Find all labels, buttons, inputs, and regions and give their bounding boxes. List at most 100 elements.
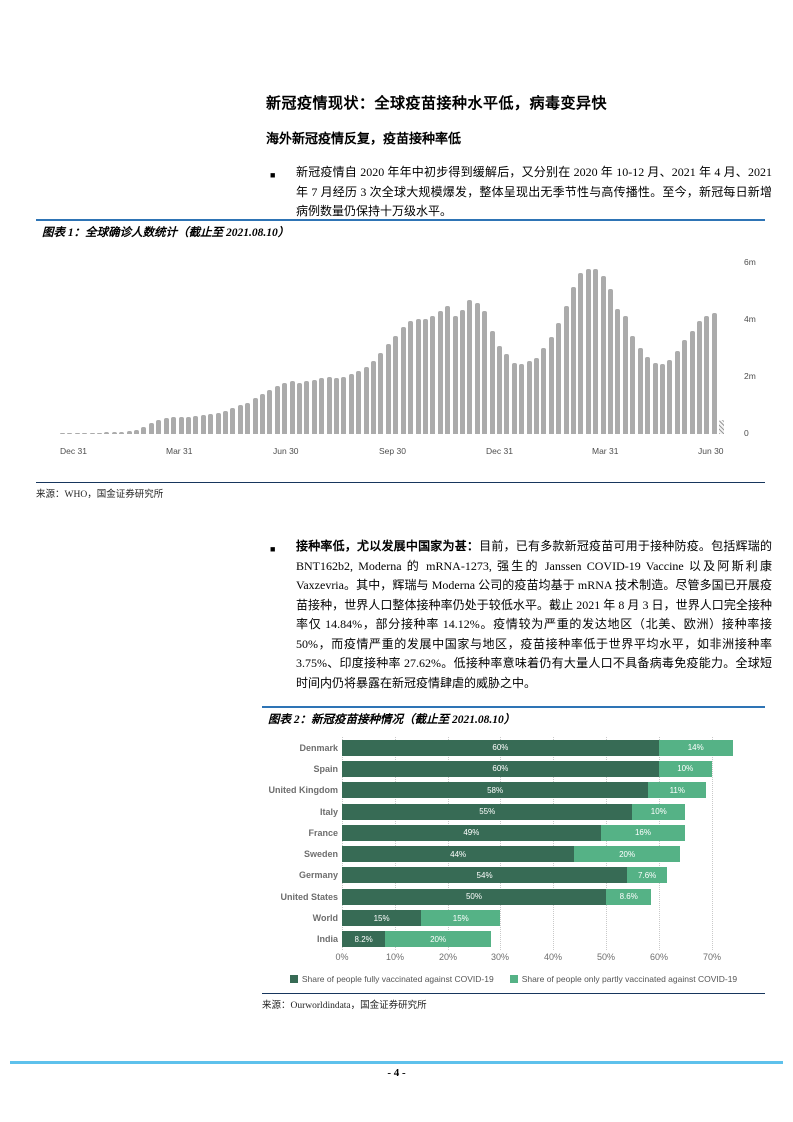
chart2-value-label: 10%: [650, 807, 667, 817]
chart1-ylabels: 0 2m 4m 6m: [736, 244, 765, 438]
chart2-bar-segment: 10%: [632, 803, 686, 820]
chart2-x-tick: 40%: [543, 952, 563, 962]
chart1-bar: [215, 413, 221, 434]
chart1-bar: [60, 433, 65, 434]
chart1-bar: [674, 351, 680, 434]
chart2-bar-segment: 15%: [421, 910, 501, 927]
chart1-bar: [652, 363, 658, 434]
chart2-value-label: 15%: [373, 913, 390, 923]
chart1-bar: [585, 269, 591, 434]
chart1-bar: [311, 380, 317, 434]
chart2-bar-segment: 7.6%: [627, 867, 668, 884]
chart1-bar: [148, 423, 154, 434]
chart1-bar: [111, 432, 117, 434]
chart2-bar: 60% 10%: [342, 760, 712, 777]
chart2-category-label: Sweden: [303, 849, 338, 860]
figure-2-source: 来源：Ourworldindata，国金证券研究所: [262, 993, 765, 1011]
chart1-bar: [326, 377, 332, 434]
chart2-bar-segment: 11%: [648, 782, 707, 799]
chart1-x-tick: Dec 31: [486, 446, 513, 456]
chart1-bar: [245, 403, 251, 434]
chart1-x-tick: Dec 31: [60, 446, 87, 456]
chart2-value-label: 58%: [487, 785, 504, 795]
chart2-bar-segment: 8.2%: [342, 931, 386, 948]
chart1-bar: [297, 383, 302, 434]
chart1-bar: [600, 276, 606, 434]
chart1-bar: [482, 311, 488, 434]
chart1-bar: [385, 344, 391, 434]
chart1-bar: [200, 415, 206, 434]
chart1-bar: [252, 398, 258, 434]
chart2-bar-segment: 58%: [342, 782, 649, 799]
chart1-bar: [67, 433, 73, 434]
chart2-bar: 60% 14%: [342, 739, 733, 756]
chart1-bar: [193, 416, 199, 434]
chart2-x-tick: 60%: [649, 952, 669, 962]
chart2-row: Italy 55% 10%: [262, 801, 765, 822]
chart2-value-label: 15%: [452, 913, 469, 923]
chart2-row: Spain 60% 10%: [262, 758, 765, 779]
chart1-bar: [622, 316, 628, 434]
chart2-value-label: 20%: [619, 849, 636, 859]
chart2-row: United Kingdom 58% 11%: [262, 780, 765, 801]
chart1-bar: [363, 367, 369, 434]
chart1-bar: [615, 309, 621, 434]
bullet-square-icon: ■: [270, 170, 276, 180]
chart2-bar-segment: 44%: [342, 846, 575, 863]
chart2-row: Sweden 44% 20%: [262, 843, 765, 864]
chart2-bar-segment: 14%: [658, 739, 733, 756]
chart1-bar: [208, 414, 214, 434]
chart1-bar: [645, 357, 651, 434]
chart1-bar: [171, 417, 177, 434]
chart2-gridline: [342, 737, 343, 950]
chart1-bar: [259, 394, 265, 434]
chart1-bar: [141, 427, 147, 434]
chart1-bar: [437, 311, 443, 434]
chart2-bar-segment: 8.6%: [606, 888, 652, 905]
chart2-legend: Share of people fully vaccinated against…: [262, 972, 765, 986]
chart2-gridline: [395, 737, 396, 950]
chart1-bar: [496, 346, 502, 434]
chart2-category-label: Italy: [319, 806, 338, 817]
chart1-bar: [274, 386, 280, 434]
chart2-bar-segment: 16%: [600, 824, 686, 841]
bullet-1-text: 新冠疫情自 2020 年年中初步得到缓解后，又分别在 2020 年 10-12 …: [296, 165, 772, 218]
chart2-value-label: 54%: [476, 870, 493, 880]
bullet-paragraph-2: ■ 接种率低，尤以发展中国家为甚：目前，已有多款新冠疫苗可用于接种防疫。包括辉瑞…: [270, 537, 772, 693]
chart1-bar: [556, 323, 562, 434]
bullet-paragraph-1: ■ 新冠疫情自 2020 年年中初步得到缓解后，又分别在 2020 年 10-1…: [270, 163, 772, 222]
chart2-bar: 15% 15%: [342, 910, 501, 927]
chart2-value-label: 14%: [687, 743, 704, 753]
chart2-category-label: World: [312, 913, 338, 924]
chart1-bar: [630, 336, 636, 434]
chart1-bar: [74, 433, 80, 434]
chart1-bar: [511, 363, 517, 434]
chart2-gridline: [500, 737, 501, 950]
chart2-row: World 15% 15%: [262, 907, 765, 928]
chart1-bar: [578, 273, 584, 434]
chart2-bar-segment: 55%: [342, 803, 633, 820]
chart2-bar: 58% 11%: [342, 782, 707, 799]
chart2-category-label: Denmark: [299, 742, 338, 753]
chart1-bar: [526, 361, 532, 434]
chart1-bar: [304, 381, 310, 434]
figure-2: 图表 2：新冠疫苗接种情况（截止至 2021.08.10） Denmark 60%…: [262, 706, 765, 1011]
chart1-bar: [563, 306, 569, 434]
chart1-bar: [104, 432, 110, 434]
chart1-bar: [319, 378, 325, 434]
chart2-bar: 8.2% 20%: [342, 931, 491, 948]
figure-1-title: 图表 1：全球确诊人数统计（截止至 2021.08.10）: [42, 227, 290, 239]
confirmed-cases-chart: 0 2m 4m 6m Dec 31 Mar 31 Jun 30 Sep 30 Dec 31 Ma…: [36, 244, 765, 462]
chart2-bar: 44% 20%: [342, 846, 680, 863]
chart1-bar: [452, 316, 458, 434]
chart2-x-tick: 50%: [596, 952, 616, 962]
chart1-bar: [667, 360, 673, 434]
chart2-category-label: Spain: [313, 763, 338, 774]
chart2-category-label: United Kingdom: [268, 785, 339, 796]
legend-swatch-icon: [509, 975, 518, 983]
bullet-2-text: 接种率低，尤以发展中国家为甚：目前，已有多款新冠疫苗可用于接种防疫。包括辉瑞的 …: [296, 537, 772, 693]
legend-label: Share of people only partly vaccinated a…: [521, 974, 738, 984]
chart1-bar: [82, 433, 88, 434]
chart1-bar: [156, 420, 162, 434]
